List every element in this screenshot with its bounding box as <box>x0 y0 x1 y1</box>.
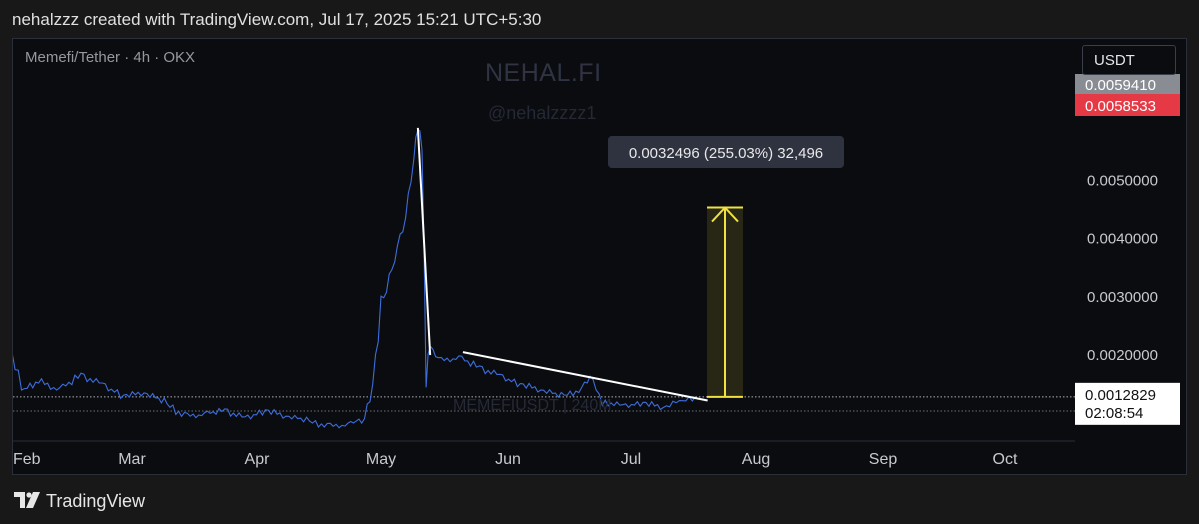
price-chart[interactable]: 0.0032496 (255.03%) 32,496 0.0020000 0.003… <box>13 39 1187 475</box>
measure-arrow-head <box>711 206 739 223</box>
x-tick-label: May <box>366 451 396 468</box>
price-series-line <box>13 129 696 429</box>
footer: TradingView <box>0 475 1199 524</box>
price-tag-top-bg <box>1075 74 1180 94</box>
x-tick-label: Jun <box>495 451 521 468</box>
price-tag-current: 0.0012829 <box>1085 387 1156 404</box>
x-tick-label: Jul <box>621 451 641 468</box>
symbol-label: Memefi/Tether · 4h · OKX <box>25 49 196 66</box>
tradingview-brand: TradingView <box>46 491 146 511</box>
price-tag-countdown: 02:08:54 <box>1085 405 1143 422</box>
tradingview-logo-icon <box>14 492 40 508</box>
y-tick-label: 0.0050000 <box>1087 172 1158 189</box>
x-tick-label: Feb <box>13 451 41 468</box>
measure-label-bg <box>608 136 844 168</box>
watermark-title: NEHAL.FI <box>485 59 602 87</box>
price-tag-top: 0.0059410 <box>1085 77 1156 94</box>
y-tick-label: 0.0030000 <box>1087 289 1158 306</box>
currency-button[interactable]: USDT <box>1082 45 1176 75</box>
trendline-descending <box>462 351 708 402</box>
header-caption: nehalzzz created with TradingView.com, J… <box>12 10 542 29</box>
x-tick-label: Sep <box>869 451 898 468</box>
y-tick-label: 0.0040000 <box>1087 231 1158 248</box>
x-tick-label: Mar <box>118 451 146 468</box>
price-tag-current-bg <box>1075 382 1180 425</box>
trendline-drop <box>416 127 432 356</box>
chart-frame[interactable]: 0.0032496 (255.03%) 32,496 0.0020000 0.003… <box>12 38 1187 475</box>
y-tick-label: 0.0020000 <box>1087 347 1158 364</box>
price-tag-red-bg <box>1075 94 1180 116</box>
x-tick-label: Oct <box>993 451 1018 468</box>
watermark-ticker: MEMEFIUSDT | 240M <box>453 397 612 414</box>
measure-label: 0.0032496 (255.03%) 32,496 <box>629 145 823 162</box>
watermark-handle: @nehalzzzz1 <box>488 103 597 123</box>
x-tick-label: Apr <box>245 451 271 468</box>
price-tag-red: 0.0058533 <box>1085 98 1156 115</box>
header-bar: nehalzzz created with TradingView.com, J… <box>0 0 1199 38</box>
x-tick-label: Aug <box>742 451 770 468</box>
